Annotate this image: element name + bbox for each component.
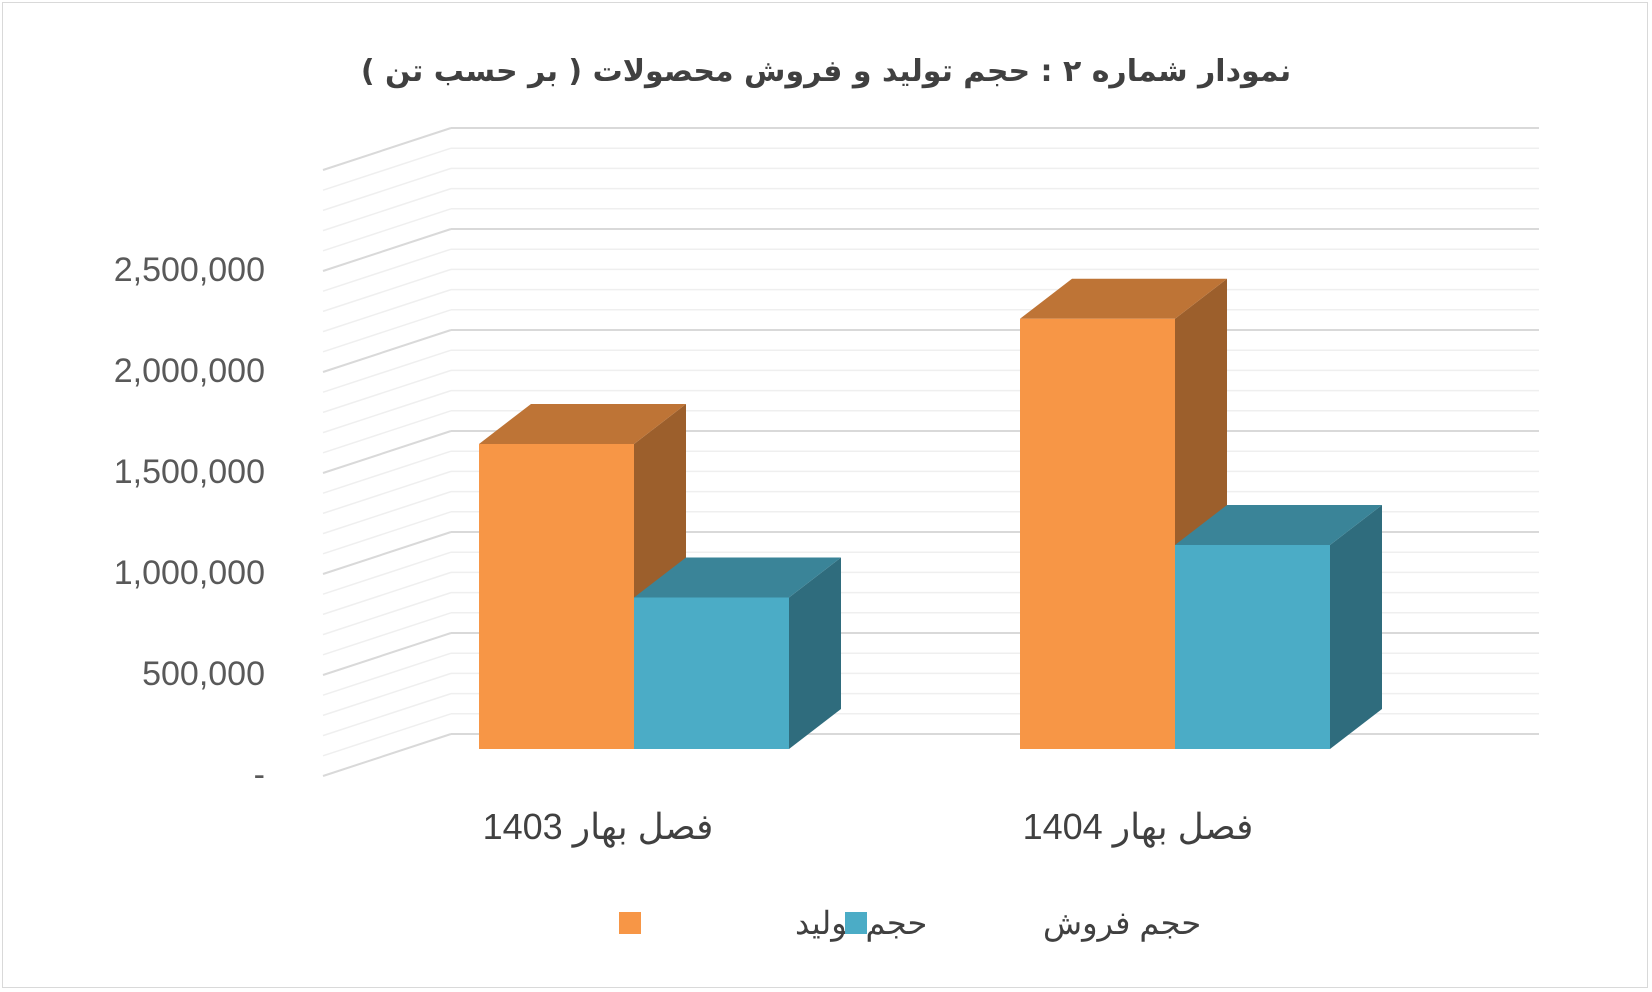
bar [634,557,841,749]
side-wall-gridline [322,309,452,353]
bar-chart: نمودار شماره ۲ : حجم تولید و فروش محصولا… [114,54,1539,942]
bar [1175,504,1382,749]
side-wall-gridline [322,349,452,393]
side-wall-gridline [322,672,452,717]
side-wall-gridline [322,268,452,313]
side-wall-gridline [322,167,452,212]
bar-top [1020,278,1227,319]
side-wall-gridline [322,248,452,292]
x-tick-label: فصل بهار 1404 [1023,806,1254,848]
legend: حجم تولید حجم فروش [619,905,1201,942]
y-tick-label: 1,500,000 [114,453,265,491]
side-wall-gridline [322,612,452,656]
side-wall-gridline [322,733,452,777]
y-tick-label: - [254,756,265,794]
side-wall-gridline [322,430,452,474]
side-wall-gridline [322,511,452,555]
y-tick-label: 500,000 [142,655,265,693]
bar-side [1330,504,1382,749]
side-wall-gridline [322,571,452,616]
side-wall-gridline [322,713,452,757]
bar-front [479,443,634,749]
legend-item: حجم فروش [845,905,1201,942]
y-axis: - 500,000 1,000,000 1,500,000 2,000,000 2,500… [114,251,265,794]
y-tick-label: 2,000,000 [114,352,265,390]
bar-top [479,403,686,444]
bar-front [1020,318,1175,749]
bar-top [634,557,841,598]
bars [479,278,1382,749]
legend-item: حجم تولید [619,905,927,942]
side-wall-gridline [322,551,452,595]
side-wall-gridline [322,410,452,454]
side-wall-gridline [322,187,452,232]
side-wall-gridline [322,591,452,636]
side-wall-gridline [322,652,452,696]
legend-label: حجم فروش [1043,905,1201,942]
bar-side [789,557,841,749]
side-wall-gridline [322,288,452,333]
side-wall-gridline [322,450,452,494]
x-axis: فصل بهار 1403 فصل بهار 1404 [483,806,1254,848]
side-wall-gridline [322,632,452,676]
side-wall-gridline [322,531,452,575]
y-tick-label: 1,000,000 [114,554,265,592]
legend-swatch [845,912,867,934]
side-wall-gridline [322,692,452,737]
x-tick-label: فصل بهار 1403 [483,806,714,848]
side-wall-gridline [322,389,452,434]
bar-front [634,597,789,749]
bar-top [1175,504,1382,545]
side-wall-gridline [322,329,452,373]
y-tick-label: 2,500,000 [114,251,265,289]
side-wall-gridline [322,127,452,171]
side-wall-gridline [322,208,452,252]
bar-front [1175,544,1330,749]
side-wall-gridline [322,470,452,515]
chart-title: نمودار شماره ۲ : حجم تولید و فروش محصولا… [361,54,1291,89]
legend-swatch [619,912,641,934]
side-wall-gridline [322,490,452,535]
side-wall-gridline [322,369,452,414]
side-wall-gridline [322,228,452,272]
side-wall-gridline [322,147,452,191]
